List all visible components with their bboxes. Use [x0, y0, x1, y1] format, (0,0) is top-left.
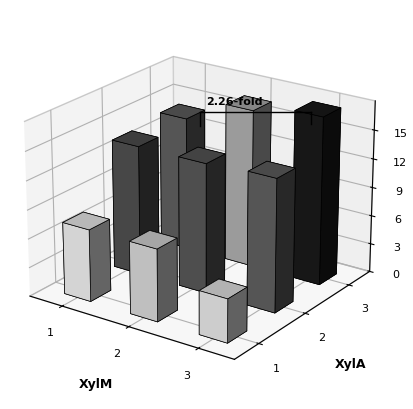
X-axis label: XylM: XylM	[79, 378, 113, 391]
Text: 2.26-fold: 2.26-fold	[206, 97, 263, 107]
Y-axis label: XylA: XylA	[335, 357, 366, 370]
